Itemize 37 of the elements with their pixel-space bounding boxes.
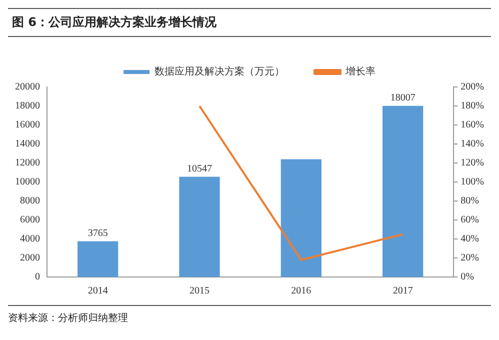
y2-tick-label: 0%: [460, 272, 474, 283]
legend-label: 数据应用及解决方案（万元）: [154, 66, 284, 78]
y-tick-label: 20000: [15, 82, 40, 93]
y-tick-label: 4000: [20, 234, 40, 245]
y2-tick-label: 20%: [460, 252, 480, 264]
bar: [78, 241, 118, 277]
y-tick-label: 2000: [20, 252, 40, 264]
text: 资料来源：分析师归纳整理: [8, 312, 129, 325]
y-tick-label: 10000: [15, 176, 40, 188]
chart-title: 图 6：公司应用解决方案业务增长情况: [8, 8, 491, 37]
y2-tick-label: 100%: [460, 176, 484, 188]
y-tick-label: 0: [35, 272, 40, 283]
y2-tick-label: 200%: [460, 82, 484, 93]
data-label: 3765: [88, 228, 108, 239]
y-tick-label: 18000: [15, 100, 40, 112]
y-tick-label: 6000: [20, 214, 40, 226]
y-tick-label: 14000: [15, 138, 40, 150]
y-tick-label: 16000: [15, 120, 40, 131]
bar: [280, 159, 322, 277]
y2-tick-label: 120%: [460, 158, 484, 169]
x-tick-label: 2015: [190, 286, 210, 297]
bar: [382, 106, 424, 277]
data-label: 18007: [390, 92, 416, 104]
x-tick-label: 2017: [392, 286, 413, 297]
bar: [179, 176, 220, 277]
y2-tick-label: 140%: [460, 138, 484, 150]
y2-tick-label: 160%: [460, 120, 484, 131]
legend-label: 增长率: [344, 66, 376, 78]
y2-tick-label: 180%: [460, 100, 484, 112]
y2-tick-label: 40%: [460, 234, 480, 245]
y2-tick-label: 60%: [460, 214, 480, 226]
y2-tick-label: 80%: [460, 196, 480, 207]
x-tick-label: 2016: [291, 286, 312, 297]
y-tick-label: 8000: [20, 196, 40, 207]
y-tick-label: 12000: [15, 158, 40, 169]
x-tick-label: 2014: [88, 286, 108, 297]
data-label: 10547: [187, 163, 212, 174]
